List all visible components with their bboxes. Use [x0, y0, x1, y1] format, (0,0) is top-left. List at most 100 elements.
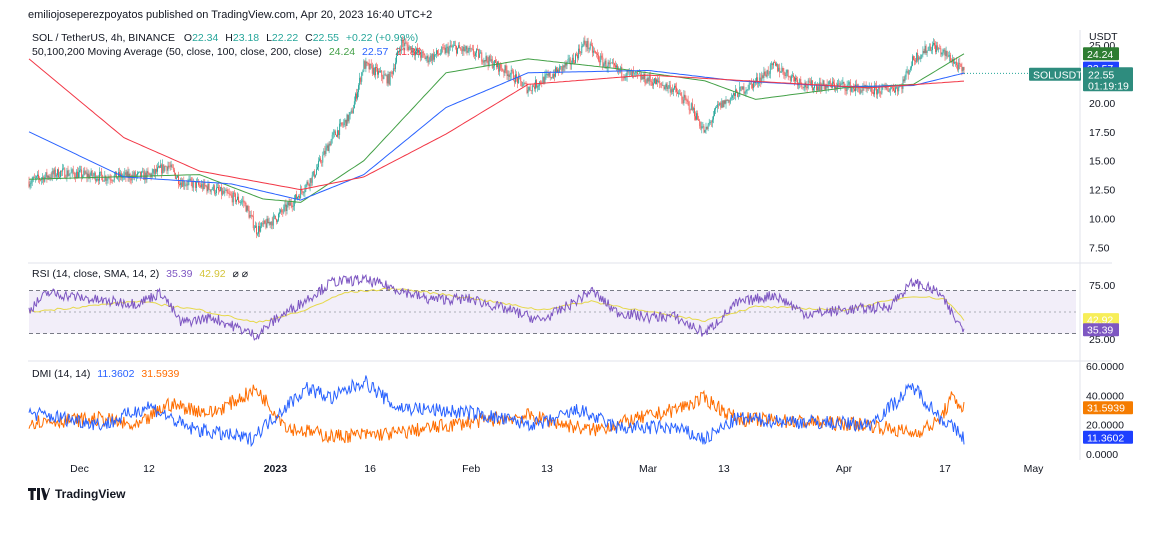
candle [337, 126, 338, 138]
candle-body [46, 172, 48, 178]
candle [46, 168, 48, 183]
candle [403, 39, 405, 51]
candle-body [253, 227, 255, 229]
candle-body [449, 45, 451, 48]
candle [216, 183, 217, 196]
candle-body [407, 45, 409, 51]
candle-body [357, 92, 358, 99]
candle-body [95, 179, 97, 181]
candle [54, 166, 56, 179]
candle-body [727, 99, 729, 101]
candle [179, 180, 180, 187]
candle-body [452, 45, 454, 47]
candle-body [363, 61, 365, 72]
candle [370, 59, 372, 69]
candle-body [366, 61, 368, 64]
candle-body [680, 93, 682, 96]
candle [471, 44, 473, 51]
candle-body [547, 74, 549, 76]
candle [172, 164, 174, 172]
candle-body [944, 49, 946, 56]
candle [658, 77, 660, 84]
price-pane[interactable] [28, 35, 1080, 239]
candle-body [314, 174, 316, 178]
candle-body [575, 54, 576, 64]
candle [826, 79, 828, 89]
candle-body [375, 67, 376, 76]
tradingview-logo[interactable]: TradingView [28, 487, 125, 501]
candle [905, 69, 907, 80]
candle-body [570, 63, 572, 65]
candle [63, 164, 65, 170]
candle-body [558, 69, 560, 73]
dmi-tick-label: 40.0000 [1086, 390, 1124, 402]
rsi-pane[interactable] [28, 273, 1076, 341]
candle-body [660, 83, 662, 85]
candle-body [594, 50, 595, 52]
candle-body [699, 120, 701, 127]
candle [707, 122, 709, 132]
candle [373, 67, 375, 78]
candle [572, 52, 574, 65]
candle-body [198, 181, 199, 185]
candle-body [534, 86, 535, 89]
candle-body [686, 100, 688, 101]
candle-body [626, 70, 628, 77]
candle [107, 174, 109, 184]
candle [844, 83, 846, 95]
candle-body [795, 77, 796, 82]
candle [442, 43, 444, 53]
candle-body [447, 46, 449, 54]
candle [164, 165, 166, 173]
candle-body [565, 62, 567, 66]
candle [100, 171, 101, 176]
candle [813, 87, 814, 94]
candle-body [821, 85, 823, 91]
candle-body [925, 45, 927, 53]
candle [198, 179, 199, 187]
candle [811, 80, 813, 93]
candle-body [327, 145, 329, 152]
candle-body [212, 185, 214, 190]
candle-body [189, 178, 191, 180]
candle [641, 72, 643, 81]
candle [247, 204, 249, 212]
symbol-tag-bg [1029, 67, 1081, 81]
candle [874, 81, 875, 98]
candle-body [57, 169, 58, 176]
candle-body [208, 183, 210, 190]
candle [749, 82, 751, 85]
candle-body [696, 113, 697, 120]
candle-body [264, 220, 266, 224]
candle [502, 68, 504, 72]
candle [49, 174, 51, 182]
candle-body [557, 69, 558, 72]
candle-body [49, 177, 51, 178]
dmi-pane[interactable] [28, 375, 965, 448]
candle-body [758, 83, 760, 84]
price-tick-label: 12.50 [1089, 185, 1115, 197]
candle [814, 82, 815, 92]
candle [383, 70, 385, 80]
candle [595, 50, 596, 54]
candle [240, 200, 242, 206]
candle [697, 110, 699, 121]
rsi-line [28, 273, 965, 341]
candle [886, 84, 888, 91]
candle-body [524, 83, 526, 84]
candle [158, 161, 159, 169]
candle [561, 66, 563, 75]
candle [926, 50, 928, 57]
candle-body [196, 181, 197, 188]
candle-body [715, 107, 716, 110]
candle [229, 190, 231, 196]
candle-body [404, 42, 406, 46]
candle-body [495, 60, 496, 63]
candle-body [268, 222, 270, 224]
candle-body [111, 180, 113, 181]
candle [690, 102, 692, 111]
candle-body [676, 87, 677, 92]
candle [151, 168, 153, 179]
candle [788, 75, 790, 78]
